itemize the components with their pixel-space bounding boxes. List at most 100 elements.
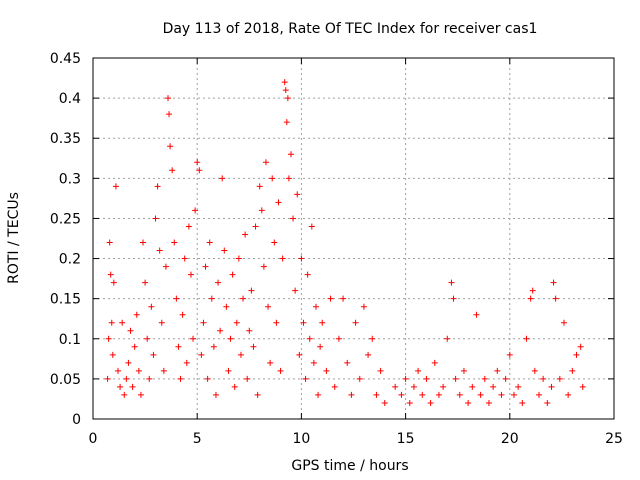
y-tick-label: 0.05: [50, 372, 81, 388]
data-point: [221, 247, 228, 254]
data-point: [127, 327, 134, 334]
data-point: [560, 319, 567, 326]
data-point: [527, 295, 534, 302]
data-point: [196, 167, 203, 174]
data-point: [162, 263, 169, 270]
data-point: [506, 351, 513, 358]
data-point: [548, 383, 555, 390]
data-point: [219, 175, 226, 182]
data-point: [229, 271, 236, 278]
data-point: [502, 375, 509, 382]
data-point: [185, 223, 192, 230]
x-tick-label: 15: [397, 431, 415, 447]
data-point: [117, 383, 124, 390]
data-point: [465, 399, 472, 406]
data-point: [133, 311, 140, 318]
data-point: [284, 95, 291, 102]
y-tick-label: 0.1: [59, 332, 81, 348]
data-point: [150, 351, 157, 358]
data-point: [275, 199, 282, 206]
data-point: [160, 367, 167, 374]
x-tick-label: 10: [292, 431, 310, 447]
y-tick-label: 0.15: [50, 292, 81, 308]
data-point: [490, 383, 497, 390]
data-point: [381, 399, 388, 406]
data-point: [206, 239, 213, 246]
data-point: [244, 375, 251, 382]
data-point: [152, 215, 159, 222]
data-point: [392, 383, 399, 390]
chart-title: Day 113 of 2018, Rate Of TEC Index for r…: [163, 21, 538, 37]
data-point: [166, 111, 173, 118]
x-tick-label: 5: [193, 431, 202, 447]
data-point: [569, 367, 576, 374]
data-point: [173, 295, 180, 302]
data-point: [105, 335, 112, 342]
data-point: [109, 351, 116, 358]
data-point: [523, 335, 530, 342]
data-point: [177, 375, 184, 382]
data-point: [215, 279, 222, 286]
data-point: [148, 303, 155, 310]
data-point: [565, 391, 572, 398]
y-tick-label: 0.3: [59, 171, 81, 187]
data-point: [217, 327, 224, 334]
data-point: [240, 295, 247, 302]
data-point: [131, 343, 138, 350]
data-point: [233, 319, 240, 326]
data-point: [156, 247, 163, 254]
data-point: [200, 319, 207, 326]
data-point: [315, 391, 322, 398]
data-point: [340, 295, 347, 302]
data-point: [121, 391, 128, 398]
data-point: [235, 255, 242, 262]
data-point: [115, 367, 122, 374]
data-point: [246, 327, 253, 334]
data-point: [269, 175, 276, 182]
data-point: [225, 367, 232, 374]
data-point: [273, 319, 280, 326]
data-point: [194, 159, 201, 166]
data-point: [104, 375, 111, 382]
data-point: [237, 351, 244, 358]
data-point: [187, 271, 194, 278]
data-point: [107, 271, 114, 278]
data-point: [498, 391, 505, 398]
x-tick-labels: 0 5 10 15 20 25: [89, 431, 623, 447]
data-point: [167, 143, 174, 150]
data-point: [250, 343, 257, 350]
data-points: [104, 79, 586, 406]
y-tick-label: 0.4: [59, 91, 81, 107]
data-point: [123, 375, 130, 382]
y-tick-label: 0.25: [50, 211, 81, 227]
data-point: [519, 399, 526, 406]
x-tick-label: 0: [89, 431, 98, 447]
data-point: [265, 303, 272, 310]
data-point: [450, 295, 457, 302]
plot-frame: [92, 57, 615, 420]
data-point: [171, 239, 178, 246]
data-point: [540, 375, 547, 382]
y-axis-label: ROTI / TECUs: [6, 192, 22, 284]
data-point: [473, 311, 480, 318]
data-point: [110, 279, 117, 286]
axis-ticks: [92, 57, 615, 420]
data-point: [165, 95, 172, 102]
y-tick-label: 0.2: [59, 252, 81, 268]
data-point: [335, 335, 342, 342]
data-point: [435, 391, 442, 398]
data-point: [552, 295, 559, 302]
data-point: [146, 375, 153, 382]
data-point: [283, 119, 290, 126]
data-point: [440, 383, 447, 390]
data-point: [183, 359, 190, 366]
data-point: [137, 391, 144, 398]
data-point: [108, 319, 115, 326]
data-point: [344, 359, 351, 366]
data-point: [256, 183, 263, 190]
data-point: [140, 239, 147, 246]
data-point: [281, 79, 288, 86]
data-point: [202, 263, 209, 270]
data-point: [227, 335, 234, 342]
data-point: [529, 287, 536, 294]
